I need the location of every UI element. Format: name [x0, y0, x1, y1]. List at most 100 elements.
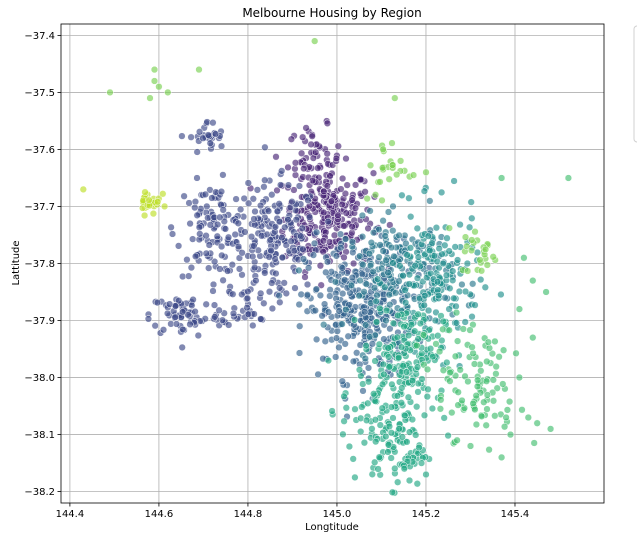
data-point: [439, 366, 448, 374]
data-point: [364, 378, 373, 386]
data-point: [416, 319, 425, 328]
data-point: [388, 161, 397, 169]
data-point: [308, 176, 317, 185]
data-point: [172, 320, 181, 328]
data-point: [524, 413, 532, 422]
data-point: [387, 243, 396, 252]
data-point: [228, 261, 236, 269]
data-point: [446, 368, 454, 377]
data-point: [217, 242, 226, 251]
data-point: [382, 306, 391, 315]
data-point: [469, 280, 477, 288]
data-point: [297, 232, 305, 240]
data-point: [364, 224, 372, 233]
data-point: [106, 88, 114, 97]
data-point: [244, 179, 252, 187]
data-point: [185, 272, 193, 280]
data-point: [348, 223, 356, 231]
data-point: [473, 382, 482, 391]
data-point: [338, 377, 346, 385]
data-point: [309, 251, 318, 259]
data-point: [408, 415, 417, 424]
data-point: [471, 228, 479, 236]
data-point: [146, 94, 154, 102]
data-point: [365, 333, 374, 341]
data-point: [276, 181, 285, 189]
data-point: [244, 310, 253, 318]
data-point: [360, 439, 369, 447]
data-point: [474, 376, 482, 384]
data-point: [472, 420, 481, 429]
data-point: [385, 363, 393, 371]
data-point: [468, 214, 476, 222]
data-point: [348, 238, 357, 246]
data-point: [224, 233, 233, 241]
data-point: [418, 375, 426, 383]
data-point: [298, 224, 306, 232]
data-point: [275, 291, 283, 300]
data-point: [432, 340, 440, 348]
data-point: [366, 261, 375, 270]
data-point: [362, 342, 370, 350]
data-point: [395, 231, 403, 240]
data-point: [275, 200, 283, 208]
data-point: [209, 119, 217, 127]
data-point: [407, 213, 415, 221]
data-point: [368, 425, 376, 433]
x-axis-label: Longtitude: [305, 522, 359, 533]
data-point: [179, 325, 187, 334]
data-point: [330, 231, 339, 239]
data-point: [412, 431, 420, 439]
data-point: [384, 208, 393, 216]
data-point: [481, 283, 489, 291]
data-point: [251, 207, 259, 216]
data-point: [450, 177, 458, 185]
data-point: [211, 130, 220, 138]
data-point: [411, 262, 419, 270]
data-point: [386, 301, 394, 309]
data-point: [300, 164, 308, 173]
data-point: [355, 366, 364, 374]
data-point: [244, 287, 252, 296]
data-point: [424, 385, 432, 393]
data-point: [442, 271, 451, 279]
data-point: [348, 229, 356, 237]
data-point: [371, 191, 380, 199]
data-point: [488, 349, 497, 358]
data-point: [196, 230, 204, 238]
data-point: [402, 239, 410, 248]
data-point: [391, 464, 399, 473]
data-point: [204, 214, 212, 222]
data-point: [347, 281, 356, 290]
data-point: [338, 320, 346, 328]
data-point: [249, 195, 257, 203]
data-point: [405, 428, 414, 436]
data-point: [426, 197, 434, 205]
data-point: [489, 253, 497, 261]
y-tick-label: −38.1: [24, 430, 55, 441]
data-point: [424, 306, 433, 315]
data-point: [188, 301, 196, 310]
data-point: [399, 362, 407, 370]
data-point: [398, 433, 406, 441]
data-point: [342, 209, 350, 217]
data-point: [292, 215, 300, 224]
y-tick-label: −37.5: [24, 88, 55, 99]
data-point: [168, 230, 177, 238]
data-point: [284, 181, 293, 189]
data-point: [485, 446, 493, 454]
data-point: [191, 203, 199, 212]
data-point: [159, 190, 167, 198]
data-point: [471, 405, 479, 414]
data-point: [385, 291, 393, 299]
data-point: [443, 358, 451, 367]
data-point: [371, 458, 379, 466]
data-point: [417, 459, 426, 467]
data-point: [435, 347, 444, 356]
data-point: [295, 266, 303, 275]
data-point: [220, 217, 228, 226]
data-point: [428, 239, 436, 247]
data-point: [265, 288, 274, 296]
data-point: [403, 438, 411, 446]
data-point: [505, 397, 514, 406]
